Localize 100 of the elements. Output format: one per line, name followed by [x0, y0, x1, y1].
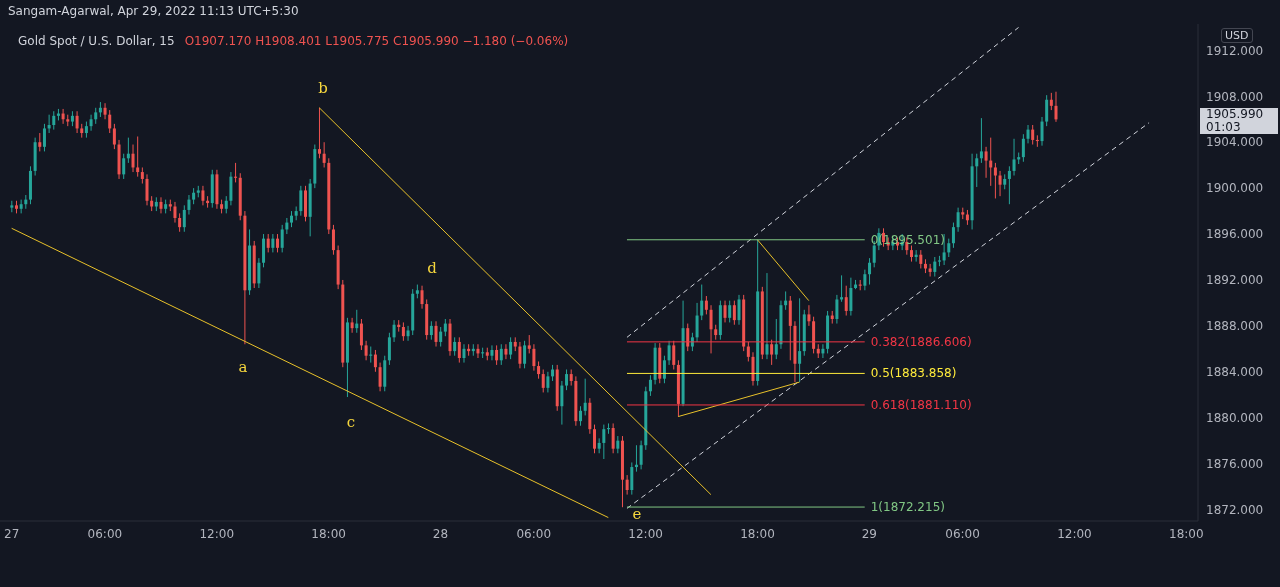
text: Gold Spot / U.S. Dollar, 15 [18, 34, 175, 48]
series-label: 0.618(1881.110) [870, 397, 972, 412]
candlestick [606, 422, 610, 435]
x-tick-label: 06:00 [87, 526, 123, 541]
candlestick [173, 201, 177, 224]
candlestick [504, 343, 508, 360]
candlestick [583, 378, 587, 416]
y-tick-label: 1912.000 [1206, 43, 1264, 58]
candlestick [1035, 134, 1039, 148]
candlestick [951, 222, 955, 249]
candlestick [178, 212, 182, 233]
candlestick [112, 123, 116, 150]
annotation: a [238, 358, 248, 376]
series-label: 0.5(1883.858) [870, 366, 957, 381]
candlestick [1012, 138, 1016, 177]
candlestick [868, 257, 872, 286]
candlestick [686, 323, 690, 352]
x-tick-label: 06:00 [516, 526, 552, 541]
x-tick-label: 29 [861, 526, 878, 541]
candlestick [523, 340, 527, 369]
annotation: d [427, 259, 437, 277]
candlestick [42, 123, 46, 152]
candlestick [863, 269, 867, 291]
candlestick [453, 336, 457, 357]
text: O1907.170 H1908.401 L1905.775 C1905.990 −1.180 (−0.06%) [184, 34, 569, 48]
text: 01:03 [1200, 120, 1278, 134]
x-tick-label: 28 [432, 526, 449, 541]
candlestick [201, 185, 205, 206]
candlestick [1026, 124, 1030, 144]
candlestick [387, 332, 391, 366]
candlestick [765, 272, 769, 360]
series-label: 0.382(1886.606) [870, 334, 972, 349]
candlestick [317, 107, 321, 159]
candlestick [131, 144, 135, 173]
candlestick [700, 284, 704, 321]
annotation: b [318, 79, 328, 97]
candlestick [75, 110, 79, 134]
candlestick [378, 362, 382, 392]
candlestick [108, 109, 112, 134]
candlestick [1021, 133, 1025, 163]
candlestick [527, 334, 531, 354]
candlestick [662, 355, 666, 384]
candlestick [1007, 165, 1011, 205]
candlestick [420, 285, 424, 310]
candlestick [392, 319, 396, 343]
candlestick [369, 346, 373, 364]
x-tick-label: 18:00 [740, 526, 775, 541]
candlestick [429, 320, 433, 341]
candlestick [359, 318, 363, 351]
candlestick [709, 304, 713, 354]
candlestick [956, 207, 960, 233]
candlestick [728, 300, 732, 323]
text: Sangam-Agarwal, Apr 29, 2022 11:13 UTC+5:30 [8, 4, 299, 18]
candlestick [858, 279, 862, 291]
candlestick [187, 194, 191, 216]
candlestick [835, 294, 839, 325]
candlestick [579, 405, 583, 427]
candlestick [331, 224, 335, 256]
x-tick-label: 27 [4, 526, 20, 541]
candlestick [984, 146, 988, 179]
candlestick [928, 263, 932, 278]
candlestick [481, 347, 485, 359]
candlestick [672, 340, 676, 370]
candlestick [457, 336, 461, 364]
candlestick [774, 318, 778, 360]
candlestick [271, 233, 275, 253]
y-tick-label: 1880.000 [1206, 410, 1264, 425]
x-tick-label: 06:00 [945, 526, 980, 541]
y-tick-label: 1900.000 [1206, 181, 1264, 196]
candlestick [276, 233, 280, 253]
candlestick [266, 233, 270, 253]
candlestick [434, 320, 438, 348]
candlestick [998, 170, 1002, 197]
candlestick [234, 162, 238, 183]
candlestick [401, 321, 405, 342]
candlestick [495, 344, 499, 366]
candlestick [89, 114, 93, 132]
x-tick-label: 12:00 [199, 526, 235, 541]
candlestick [565, 368, 569, 391]
candlestick [746, 341, 750, 362]
candlestick [919, 249, 923, 269]
y-tick-label: 1892.000 [1206, 273, 1264, 288]
y-tick-label: 1888.000 [1206, 319, 1264, 334]
candlestick [364, 340, 368, 361]
y-tick-label: 1908.000 [1206, 89, 1264, 104]
candlestick [38, 132, 42, 152]
x-tick-label: 18:00 [1169, 526, 1204, 541]
text: 1905.990 [1200, 107, 1278, 121]
candlestick [546, 371, 550, 393]
candlestick [518, 341, 522, 369]
candlestick [299, 185, 303, 217]
y-axis-title: USD [1221, 28, 1253, 43]
candlestick [257, 257, 261, 289]
candlestick [625, 474, 629, 496]
candlestick [373, 349, 377, 373]
candlestick [849, 277, 853, 317]
annotation: e [632, 505, 642, 523]
x-tick-label: 18:00 [311, 526, 346, 541]
candlestick [639, 440, 643, 470]
candlestick [1054, 91, 1058, 123]
